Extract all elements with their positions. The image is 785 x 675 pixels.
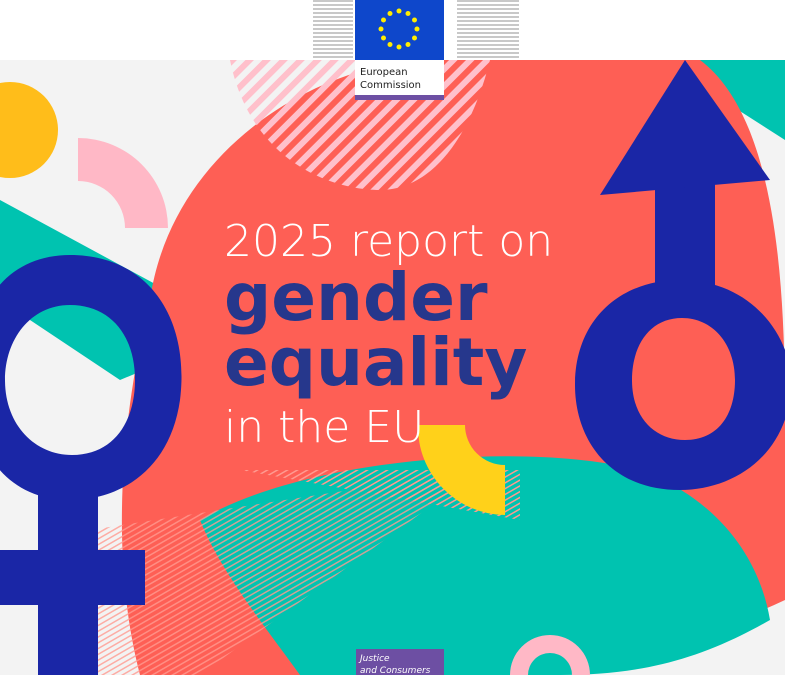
male-symbol [575, 60, 785, 490]
yellow-circle [0, 82, 58, 178]
logo-bar [355, 95, 444, 100]
footer-box [356, 649, 444, 675]
logo-label-box [355, 60, 444, 100]
title-emphasis: gender [224, 259, 488, 336]
footer-text: and Consumers [360, 666, 431, 675]
logo-decor [313, 0, 353, 60]
yellow-arc [417, 425, 505, 515]
title-intro: 2025 report on [224, 216, 553, 267]
title-emphasis: equality [224, 324, 527, 401]
logo-text: European [360, 67, 408, 78]
female-symbol [0, 255, 182, 675]
pink-arc [510, 635, 590, 675]
logo-decor [457, 0, 519, 60]
eu-stars [378, 8, 420, 50]
logo-text: Commission [360, 80, 421, 91]
title-outro: in the EU [224, 402, 424, 453]
line-fan [60, 470, 480, 675]
pink-arc [78, 138, 168, 228]
footer-text: Justice [358, 654, 390, 664]
